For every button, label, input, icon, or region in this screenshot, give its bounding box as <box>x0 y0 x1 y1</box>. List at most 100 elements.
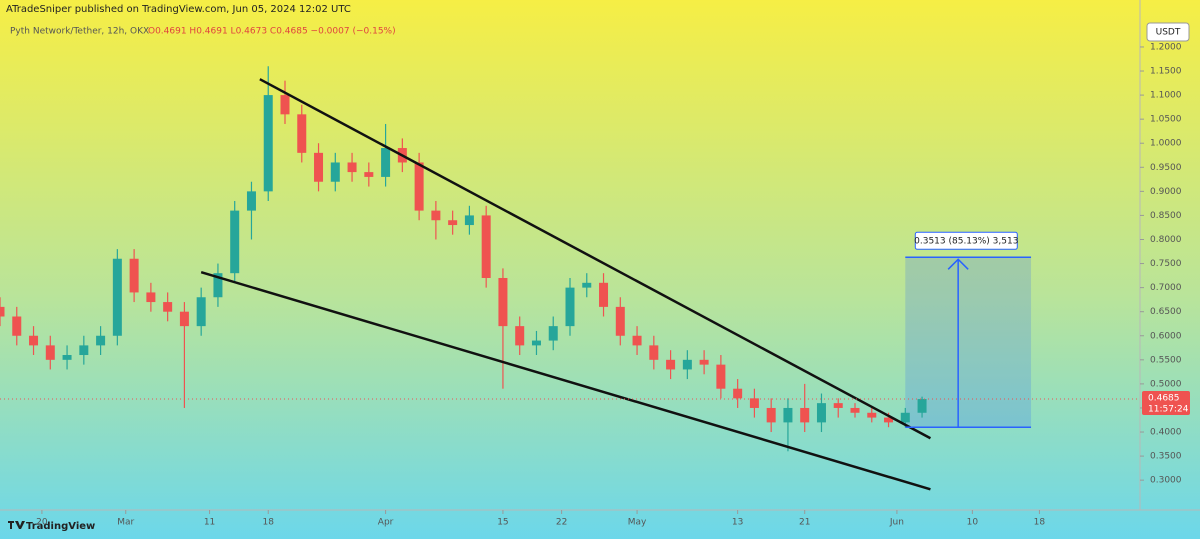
y-tick-label: 1.1500 <box>1150 67 1182 77</box>
x-tick-label: 10 <box>967 518 979 528</box>
x-tick-label: 18 <box>1034 518 1046 528</box>
candle-body <box>733 388 743 399</box>
y-tick-label: 0.3500 <box>1150 452 1182 462</box>
candle-body <box>246 191 256 211</box>
brand-logo <box>8 521 25 529</box>
candle-body <box>0 306 5 317</box>
candle-body <box>196 297 206 327</box>
candle-body <box>96 335 106 346</box>
candle-body <box>330 162 340 182</box>
candle-body <box>531 340 541 346</box>
x-tick-label: Mar <box>117 518 134 528</box>
y-tick-label: 0.6500 <box>1150 307 1182 317</box>
candle-body <box>716 364 726 389</box>
x-tick-label: Apr <box>378 518 394 528</box>
candle-body <box>79 345 89 356</box>
measure-label: 0.3513 (85.13%) 3,513 <box>914 236 1018 246</box>
y-tick-label: 0.5000 <box>1150 379 1182 389</box>
candle-body <box>498 277 508 327</box>
x-tick-label: 15 <box>497 518 508 528</box>
candle-body <box>230 210 240 274</box>
candle-body <box>381 148 391 177</box>
y-tick-label: 0.7000 <box>1150 283 1182 293</box>
candle-body <box>314 152 324 182</box>
candle-body <box>582 282 592 288</box>
candle-body <box>783 407 793 423</box>
y-tick-label: 0.3000 <box>1150 476 1182 486</box>
candle-body <box>297 114 307 153</box>
candle-body <box>481 215 491 278</box>
candle-body <box>599 282 609 307</box>
candle-body <box>448 220 458 226</box>
y-tick-label: 1.2000 <box>1150 42 1182 52</box>
candle-body <box>515 326 525 346</box>
candle-body <box>867 412 877 418</box>
brand: TradingView <box>26 521 95 532</box>
last-price-box <box>1142 391 1190 416</box>
y-tick-label: 0.7500 <box>1150 259 1182 269</box>
currency[interactable]: USDT <box>1156 28 1181 38</box>
y-tick-label: 0.8500 <box>1150 211 1182 221</box>
y-tick-label: 0.9000 <box>1150 187 1182 197</box>
y-tick-label: 0.4000 <box>1150 428 1182 438</box>
candle-body <box>632 335 642 346</box>
currency-button[interactable] <box>1146 22 1190 42</box>
candle-body <box>749 398 759 408</box>
candle-body <box>179 311 189 327</box>
candle-body <box>431 210 441 221</box>
candle-body <box>565 287 575 327</box>
candle-body <box>850 407 860 413</box>
symbol: Pyth Network/Tether, 12h, OKX <box>10 27 149 37</box>
candle-body <box>615 306 625 336</box>
candle-body <box>917 399 927 413</box>
x-tick-label: 22 <box>556 518 567 528</box>
candle-body <box>163 302 173 312</box>
candle-body <box>29 335 39 346</box>
candle-body <box>800 407 810 423</box>
x-tick-label: 20 <box>36 518 48 528</box>
y-tick-label: 1.0500 <box>1150 115 1182 125</box>
candle-body <box>62 355 72 360</box>
candle-body <box>682 359 692 370</box>
x-tick-label: May <box>628 518 647 528</box>
last-price-label: 0.4685 <box>1148 394 1180 404</box>
candle-body <box>112 258 122 336</box>
candle-body <box>833 403 843 408</box>
candle-body <box>884 417 894 423</box>
candle-body <box>280 95 290 115</box>
trendline <box>259 78 932 440</box>
candle-body <box>263 95 273 192</box>
y-tick-label: 1.1000 <box>1150 91 1182 101</box>
y-tick-label: 0.5500 <box>1150 355 1182 365</box>
candle-body <box>666 359 676 370</box>
candle-body <box>548 326 558 341</box>
y-tick-label: 0.8000 <box>1150 235 1182 245</box>
candle-body <box>129 258 139 293</box>
candle-body <box>900 412 910 423</box>
x-tick-label: 18 <box>263 518 275 528</box>
candle-body <box>464 215 474 226</box>
trendline <box>200 271 931 491</box>
candle-body <box>12 316 22 336</box>
x-tick-label: 13 <box>732 518 743 528</box>
candle-body <box>146 292 156 303</box>
candle-body <box>816 403 826 423</box>
candle-body <box>45 345 55 360</box>
measure-label-box <box>914 231 1018 250</box>
x-tick-label: 21 <box>799 518 810 528</box>
y-tick-label: 1.0000 <box>1150 139 1182 149</box>
candle-body <box>766 407 776 423</box>
candle-body <box>364 172 374 177</box>
candle-body <box>213 273 223 298</box>
measure-arrowhead <box>947 258 969 270</box>
candle-body <box>347 162 357 173</box>
countdown: 11:57:24 <box>1148 405 1189 415</box>
candle-body <box>699 359 709 365</box>
x-tick-label: 11 <box>204 518 215 528</box>
candle-body <box>649 345 659 360</box>
x-tick-label: Jun <box>889 518 904 528</box>
publisher: ATradeSniper published on TradingView.co… <box>6 4 351 15</box>
